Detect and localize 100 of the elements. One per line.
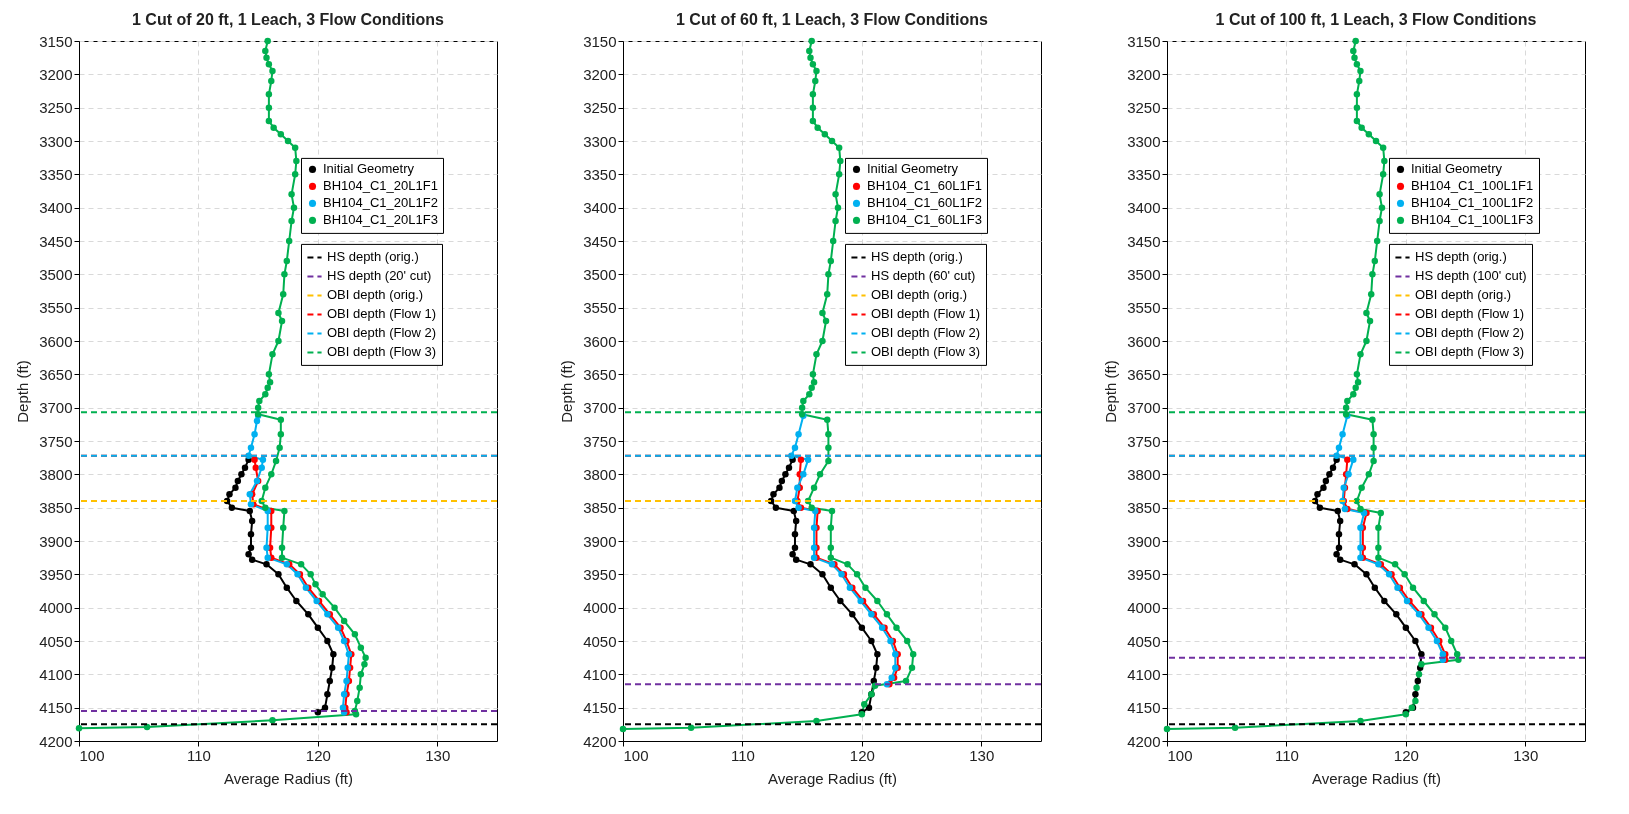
y-tick-label: 3150: [583, 32, 617, 50]
x-tick-label: 100: [1167, 746, 1193, 764]
y-tick-label: 4100: [1127, 665, 1161, 683]
y-tick-label: 3600: [39, 332, 73, 350]
legend-label: BH104_C1_100L1F3: [1411, 212, 1534, 228]
legend-label: HS depth (60' cut): [871, 268, 976, 284]
legend-label: HS depth (20' cut): [327, 268, 432, 284]
y-tick-label: 4150: [1127, 699, 1161, 717]
chart-title: 1 Cut of 60 ft, 1 Leach, 3 Flow Conditions: [675, 11, 989, 28]
legend-label: OBI depth (Flow 1): [871, 306, 981, 322]
y-axis-title: Depth (ft): [14, 360, 32, 423]
y-tick-label: 4000: [39, 599, 73, 617]
y-tick-label: 3150: [1127, 32, 1161, 50]
legend-label: OBI depth (orig.): [1415, 287, 1512, 303]
y-tick-label: 3550: [39, 299, 73, 317]
y-tick-label: 3850: [583, 499, 617, 517]
y-tick-label: 4050: [1127, 632, 1161, 650]
x-axis-title: Average Radius (ft): [1312, 769, 1441, 787]
x-tick-label: 130: [425, 746, 451, 764]
y-tick-label: 3950: [583, 565, 617, 583]
legend-label: Initial Geometry: [1411, 161, 1503, 177]
x-tick-label: 110: [730, 746, 755, 764]
legend-label: OBI depth (Flow 2): [1415, 325, 1525, 341]
y-tick-label: 3250: [1127, 99, 1161, 117]
y-tick-label: 4100: [39, 665, 73, 683]
y-tick-label: 3300: [39, 132, 73, 150]
legend-label: Initial Geometry: [867, 161, 959, 177]
legend-label: BH104_C1_60L1F1: [867, 178, 982, 194]
legend-label: OBI depth (Flow 3): [327, 344, 437, 360]
y-tick-label: 3800: [583, 465, 617, 483]
x-tick-label: 120: [1393, 746, 1419, 764]
y-tick-label: 3200: [583, 65, 617, 83]
y-tick-label: 3950: [1127, 565, 1161, 583]
legend-label: OBI depth (Flow 3): [871, 344, 981, 360]
y-tick-label: 3900: [39, 532, 73, 550]
y-tick-label: 3350: [583, 165, 617, 183]
x-tick-label: 120: [849, 746, 875, 764]
y-tick-label: 3550: [1127, 299, 1161, 317]
y-tick-label: 3600: [1127, 332, 1161, 350]
legend-label: HS depth (orig.): [1415, 249, 1507, 265]
y-tick-label: 4000: [583, 599, 617, 617]
x-tick-label: 120: [305, 746, 331, 764]
legend-label: BH104_C1_20L1F1: [323, 178, 438, 194]
y-tick-label: 3700: [1127, 399, 1161, 417]
y-tick-label: 3500: [1127, 265, 1161, 283]
legend-label: OBI depth (orig.): [871, 287, 968, 303]
y-tick-label: 3650: [583, 365, 617, 383]
chart-title: 1 Cut of 20 ft, 1 Leach, 3 Flow Conditions: [131, 11, 445, 28]
legend-label: OBI depth (Flow 1): [1415, 306, 1525, 322]
chart-title: 1 Cut of 100 ft, 1 Leach, 3 Flow Conditions: [1215, 11, 1537, 28]
y-tick-label: 3500: [583, 265, 617, 283]
y-tick-label: 4150: [583, 699, 617, 717]
y-tick-label: 3800: [39, 465, 73, 483]
y-tick-label: 3400: [39, 199, 73, 217]
y-tick-label: 3850: [1127, 499, 1161, 517]
y-tick-label: 3450: [1127, 232, 1161, 250]
y-tick-label: 3900: [583, 532, 617, 550]
x-tick-label: 100: [79, 746, 105, 764]
x-axis-title: Average Radius (ft): [224, 769, 353, 787]
y-tick-label: 4050: [39, 632, 73, 650]
legend-label: BH104_C1_60L1F2: [867, 195, 982, 211]
y-tick-label: 4200: [583, 732, 617, 750]
y-axis-title: Depth (ft): [1102, 360, 1120, 423]
legend-label: HS depth (orig.): [871, 249, 963, 265]
y-tick-label: 4000: [1127, 599, 1161, 617]
y-tick-label: 3350: [39, 165, 73, 183]
y-tick-label: 4200: [39, 732, 73, 750]
x-tick-label: 100: [623, 746, 649, 764]
y-tick-label: 4150: [39, 699, 73, 717]
legend-label: BH104_C1_100L1F1: [1411, 178, 1534, 194]
y-tick-label: 3450: [39, 232, 73, 250]
y-axis-title: Depth (ft): [558, 360, 576, 423]
x-axis-title: Average Radius (ft): [768, 769, 897, 787]
y-tick-label: 3650: [1127, 365, 1161, 383]
legend-label: HS depth (100' cut): [1415, 268, 1527, 284]
legend-label: BH104_C1_60L1F3: [867, 212, 982, 228]
y-tick-label: 3200: [1127, 65, 1161, 83]
legend-label: OBI depth (orig.): [327, 287, 424, 303]
y-tick-label: 3700: [583, 399, 617, 417]
y-tick-label: 4050: [583, 632, 617, 650]
legend-label: OBI depth (Flow 2): [871, 325, 981, 341]
y-tick-label: 3700: [39, 399, 73, 417]
legend-label: HS depth (orig.): [327, 249, 419, 265]
y-tick-label: 3600: [583, 332, 617, 350]
x-tick-label: 130: [969, 746, 995, 764]
y-tick-label: 3750: [583, 432, 617, 450]
y-tick-label: 4200: [1127, 732, 1161, 750]
legend-label: Initial Geometry: [323, 161, 415, 177]
y-tick-label: 3650: [39, 365, 73, 383]
y-tick-label: 3900: [1127, 532, 1161, 550]
y-tick-label: 3200: [39, 65, 73, 83]
legend-label: OBI depth (Flow 2): [327, 325, 437, 341]
x-tick-label: 110: [186, 746, 211, 764]
legend-label: OBI depth (Flow 3): [1415, 344, 1525, 360]
y-tick-label: 3450: [583, 232, 617, 250]
y-tick-label: 4100: [583, 665, 617, 683]
y-tick-label: 3550: [583, 299, 617, 317]
y-tick-label: 3800: [1127, 465, 1161, 483]
legend-label: OBI depth (Flow 1): [327, 306, 437, 322]
y-tick-label: 3500: [39, 265, 73, 283]
